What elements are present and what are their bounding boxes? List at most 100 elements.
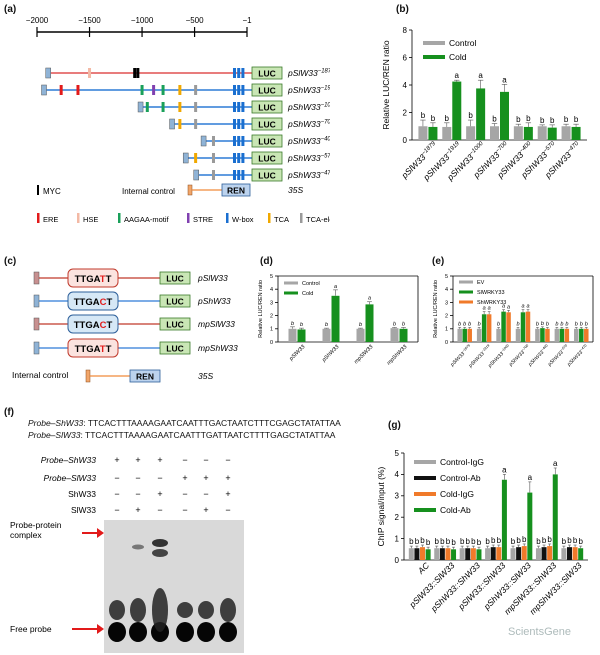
cis-element: [136, 68, 140, 78]
promoter-start-box: [33, 294, 40, 308]
emsa-sign: −: [157, 505, 162, 515]
free-probe-band: [176, 622, 194, 642]
cis-element: [161, 85, 165, 95]
significance-label: b: [415, 537, 420, 546]
legend-label: Cold-Ab: [440, 505, 471, 515]
significance-label: b: [550, 116, 555, 125]
bar: [420, 547, 426, 560]
promoter-start-box: [182, 152, 189, 164]
significance-label: a: [334, 284, 337, 290]
cis-element: [59, 85, 63, 95]
luc-label: LUC: [258, 171, 275, 181]
y-tick-label: 4: [403, 81, 408, 90]
y-tick-label: 3: [445, 300, 448, 306]
legend-swatch: [459, 280, 473, 284]
significance-label: b: [420, 536, 425, 545]
significance-label: b: [578, 537, 583, 546]
significance-label: a: [553, 459, 558, 468]
significance-label: a: [528, 473, 533, 482]
significance-label: b: [567, 536, 572, 545]
legend-label: HSE: [83, 215, 98, 224]
significance-label: b: [468, 321, 471, 327]
bar: [500, 91, 509, 140]
luc-label: LUC: [258, 120, 275, 130]
bar: [297, 329, 306, 342]
y-tick-label: 1: [395, 534, 400, 543]
significance-label: b: [585, 321, 588, 327]
cis-element: [194, 102, 198, 112]
significance-label: b: [485, 537, 490, 546]
significance-label: a: [502, 304, 505, 310]
motif-box: [67, 338, 119, 358]
legend-label: EV: [477, 280, 485, 286]
legend-label: Control-Ab: [440, 473, 481, 483]
legend-label: W-box: [232, 215, 254, 224]
significance-label: b: [446, 537, 451, 546]
significance-label: b: [466, 537, 471, 546]
category-label: pShW33−1000: [486, 343, 512, 369]
significance-label: b: [540, 116, 545, 125]
luc-box: [251, 83, 283, 97]
luc-box: [251, 100, 283, 114]
luc-box: [159, 294, 191, 308]
luc-box: [251, 151, 283, 165]
p35s-box: [85, 369, 91, 383]
y-tick-label: 0: [270, 340, 273, 346]
bar: [506, 312, 511, 342]
significance-label: a: [368, 296, 371, 302]
complex-band: [132, 544, 144, 550]
category-label: mpSlW33: [353, 344, 375, 366]
cis-element: [178, 102, 182, 112]
bar: [496, 328, 501, 342]
promoter-start-box: [45, 67, 51, 79]
smear-band: [130, 598, 146, 622]
panel-label-g: (g): [388, 420, 401, 431]
legend-label: Cold-IgG: [440, 489, 474, 499]
significance-label: b: [359, 322, 362, 328]
emsa-sign: −: [135, 489, 140, 499]
bar: [501, 479, 507, 560]
bar: [541, 547, 547, 560]
significance-label: b: [580, 321, 583, 327]
category-label: pShW33: [321, 344, 342, 365]
construct-label: pShW33−400: [287, 136, 330, 146]
construct-label: pSlW33−1879: [287, 68, 330, 78]
luc-box: [251, 168, 283, 182]
panel-label-b: (b): [396, 4, 409, 15]
bar: [418, 126, 428, 140]
bar: [365, 304, 374, 342]
emsa-sign: −: [182, 489, 187, 499]
bar: [457, 328, 462, 342]
wbox-element: [232, 136, 236, 146]
significance-label: b: [460, 537, 465, 546]
bar: [288, 328, 297, 342]
legend-label: ShWRKY33: [477, 300, 506, 306]
significance-label: b: [492, 115, 497, 124]
emsa-sign: −: [114, 505, 119, 515]
bar: [322, 328, 331, 342]
y-tick-label: 0: [403, 136, 408, 145]
luc-label: LUC: [258, 154, 275, 164]
significance-label: b: [575, 321, 578, 327]
wbox-element: [237, 102, 241, 112]
significance-label: b: [522, 535, 527, 544]
legend-label: Cold: [302, 291, 313, 297]
legend-swatch: [37, 213, 40, 223]
significance-label: b: [497, 536, 502, 545]
ren-box: [221, 183, 251, 197]
promoter-start-box: [33, 317, 40, 331]
bar: [467, 328, 472, 342]
legend-label: Control: [302, 281, 320, 287]
luc-label: LUC: [166, 320, 183, 330]
emsa-sign: +: [225, 489, 230, 499]
bar: [445, 548, 451, 560]
cis-element: [194, 119, 198, 129]
significance-label: b: [445, 114, 450, 123]
y-tick-label: 2: [395, 513, 400, 522]
construct-label: pShW33: [197, 296, 231, 306]
significance-label: b: [463, 321, 466, 327]
significance-label: b: [546, 321, 549, 327]
bar: [459, 548, 465, 560]
